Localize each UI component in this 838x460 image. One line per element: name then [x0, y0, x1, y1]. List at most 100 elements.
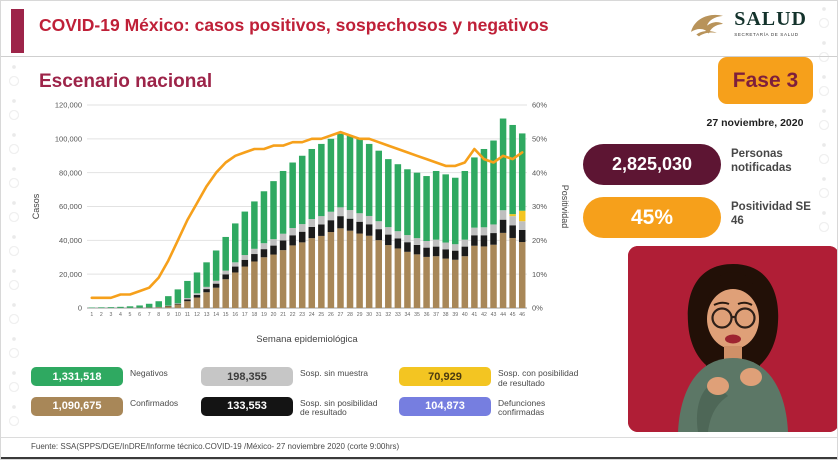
bar-segment — [375, 221, 382, 230]
bar-segment — [327, 220, 335, 233]
bar-segment — [117, 306, 124, 308]
left-ornament-pattern — [1, 59, 27, 431]
legend-label-defunciones: Defunciones confirmadas — [498, 397, 546, 418]
bar-segment — [461, 239, 469, 247]
legend-value-negativos: 1,331,518 — [31, 367, 123, 386]
x-axis-tick: 16 — [232, 312, 238, 318]
page-title: COVID-19 México: casos positivos, sospec… — [39, 15, 549, 35]
x-axis-title: Semana epidemiológica — [256, 334, 358, 345]
bar-segment — [394, 164, 402, 232]
bar-segment — [318, 235, 325, 308]
bar-segment — [413, 238, 421, 245]
y-axis-right-tick: 50% — [532, 134, 547, 143]
bar-segment — [222, 236, 229, 271]
x-axis-tick: 11 — [185, 312, 190, 318]
bar-segment — [251, 248, 258, 255]
y-axis-right-tick: 30% — [532, 202, 547, 211]
bar-segment — [432, 246, 440, 257]
bar-segment — [203, 262, 210, 287]
salud-logo: SALUD SECRETARÍA DE SALUD — [687, 7, 807, 39]
bar-segment — [241, 259, 249, 267]
x-axis-tick: 43 — [491, 312, 497, 318]
bar-segment — [318, 224, 325, 236]
bar-segment — [499, 210, 507, 220]
legend-item-sosp-sin-posibilidad: 133,553 Sosp. sin posibilidad de resulta… — [201, 396, 399, 419]
bar-segment — [509, 214, 516, 217]
bar-segment — [385, 227, 392, 235]
bar-segment — [184, 298, 191, 300]
y-axis-left-tick: 40,000 — [59, 236, 82, 245]
bar-segment — [203, 292, 210, 308]
x-axis-tick: 26 — [328, 312, 334, 318]
y-axis-right-tick: 20% — [532, 236, 547, 245]
x-axis-tick: 19 — [261, 312, 267, 318]
y-axis-right-tick: 40% — [532, 168, 547, 177]
bar-segment — [98, 307, 105, 308]
bar-segment — [480, 235, 488, 247]
bar-segment — [193, 295, 201, 298]
x-axis-tick: 9 — [167, 312, 170, 318]
maroon-accent-bar — [11, 9, 24, 53]
bar-segment — [126, 306, 134, 308]
x-axis-tick: 32 — [385, 312, 391, 318]
x-axis-tick: 23 — [299, 312, 305, 318]
bar-segment — [442, 242, 449, 250]
x-axis-tick: 17 — [242, 312, 248, 318]
bar-segment — [308, 148, 316, 220]
x-axis-tick: 35 — [414, 312, 420, 318]
bar-segment — [174, 304, 182, 308]
bar-segment — [394, 238, 402, 249]
bar-segment — [232, 266, 239, 273]
bar-segment — [471, 245, 478, 308]
x-axis-tick: 13 — [204, 312, 210, 318]
bar-segment — [518, 210, 526, 222]
bar-segment — [184, 299, 191, 302]
bar-segment — [499, 232, 507, 308]
bar-segment — [203, 289, 210, 293]
bar-segment — [279, 233, 287, 241]
bar-segment — [442, 249, 449, 259]
logo-subtitle: SECRETARÍA DE SALUD — [734, 32, 799, 37]
x-axis-tick: 12 — [194, 312, 200, 318]
bar-segment — [461, 170, 469, 240]
x-axis-tick: 27 — [338, 312, 344, 318]
y-axis-left-tick: 120,000 — [55, 101, 82, 110]
bar-segment — [432, 256, 440, 309]
x-axis-tick: 42 — [481, 312, 487, 318]
bar-segment — [241, 266, 249, 308]
bar-segment — [432, 170, 440, 240]
notified-value-pill: 2,825,030 — [583, 144, 721, 185]
bar-segment — [375, 229, 382, 241]
bar-segment — [346, 210, 354, 219]
bar-segment — [222, 279, 229, 308]
bar-segment — [289, 162, 296, 228]
interpreter-illustration — [628, 246, 837, 432]
bar-segment — [289, 245, 296, 308]
bar-segment — [260, 249, 268, 258]
bar-segment — [490, 233, 497, 245]
bar-segment — [452, 177, 459, 245]
bar-segment — [251, 201, 258, 249]
bar-segment — [442, 258, 449, 308]
bar-segment — [346, 135, 354, 211]
bar-segment — [298, 231, 306, 243]
bar-segment — [212, 250, 220, 281]
bar-segment — [327, 211, 335, 221]
x-axis-tick: 30 — [366, 312, 372, 318]
bar-segment — [471, 157, 478, 228]
salud-emblem-icon — [691, 14, 724, 37]
bar-segment — [174, 303, 182, 305]
bar-segment — [365, 235, 373, 308]
bar-segment — [346, 218, 354, 231]
bar-segment — [232, 262, 239, 267]
y-axis-left-title: Casos — [31, 193, 41, 219]
bar-segment — [404, 169, 411, 236]
legend-value-sosp-con-posibilidad: 70,929 — [399, 367, 491, 386]
bar-segment — [318, 143, 325, 217]
y-axis-left-tick: 60,000 — [59, 202, 82, 211]
x-axis-tick: 18 — [252, 312, 258, 318]
bar-segment — [289, 227, 296, 236]
bar-segment — [413, 172, 421, 239]
bar-segment — [509, 237, 516, 308]
y-axis-left-tick: 80,000 — [59, 168, 82, 177]
